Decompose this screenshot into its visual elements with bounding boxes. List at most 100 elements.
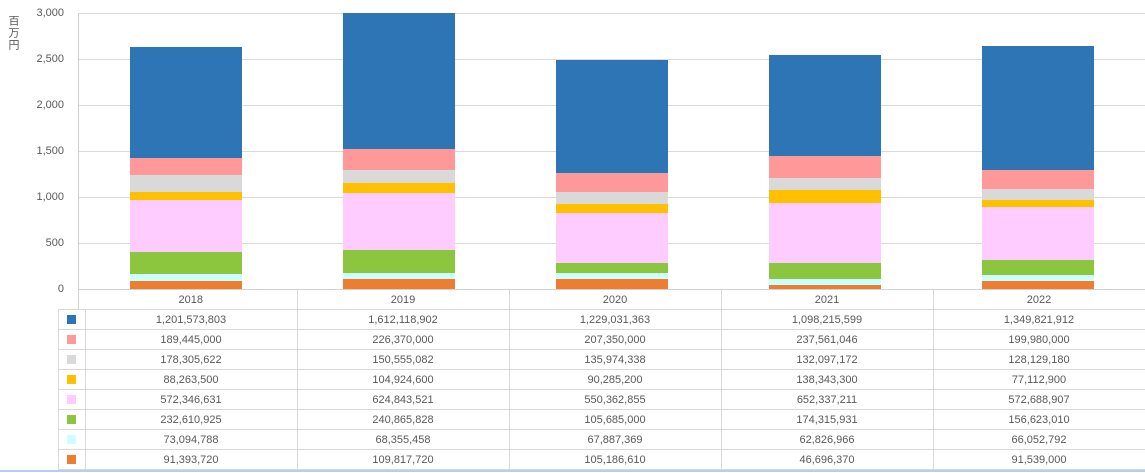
value-cell: 132,097,172 bbox=[720, 349, 934, 370]
value-cell: 66,052,792 bbox=[932, 429, 1145, 450]
bar-segment-series-4[interactable] bbox=[556, 204, 668, 213]
data-table-body: 2018 2019 2020 2021 2022 1,201,573,803 1,612,1… bbox=[0, 290, 1145, 470]
bar-segment-series-8[interactable] bbox=[129, 280, 242, 289]
value-cell: 77,112,900 bbox=[932, 369, 1145, 390]
bar-segment-series-6[interactable] bbox=[982, 260, 1095, 275]
legend-key-cell bbox=[57, 409, 86, 430]
bar-2021[interactable] bbox=[769, 55, 882, 289]
table-row-series-4: 88,263,500 104,924,600 90,285,200 138,343,3… bbox=[0, 369, 1145, 390]
value-cell: 138,343,300 bbox=[720, 369, 934, 390]
bar-segment-series-2[interactable] bbox=[129, 157, 242, 176]
value-cell: 189,445,000 bbox=[84, 329, 298, 350]
row-spacer-cell bbox=[0, 330, 58, 350]
value-cell: 226,370,000 bbox=[296, 329, 510, 350]
bar-segment-series-6[interactable] bbox=[556, 263, 668, 274]
bar-segment-series-1[interactable] bbox=[342, 13, 455, 149]
value-cell: 150,555,082 bbox=[296, 349, 510, 370]
bar-segment-series-3[interactable] bbox=[769, 178, 882, 191]
category-cell: 2020 bbox=[508, 290, 722, 310]
value-cell: 156,623,010 bbox=[932, 409, 1145, 430]
bar-segment-series-7[interactable] bbox=[556, 273, 668, 280]
value-cell: 90,285,200 bbox=[508, 369, 722, 390]
bar-segment-series-7[interactable] bbox=[982, 274, 1095, 281]
row-spacer-cell bbox=[0, 410, 58, 430]
bar-segment-series-7[interactable] bbox=[342, 272, 455, 279]
y-tick-label: 1,500 bbox=[36, 145, 64, 157]
legend-key-cell bbox=[57, 309, 86, 330]
bar-segment-series-5[interactable] bbox=[342, 192, 455, 251]
bar-segment-series-8[interactable] bbox=[342, 278, 455, 289]
bar-segment-series-5[interactable] bbox=[556, 212, 668, 264]
chart-bottom-border bbox=[0, 470, 1145, 472]
gridline bbox=[79, 13, 1145, 14]
bar-segment-series-3[interactable] bbox=[982, 188, 1095, 201]
row-spacer-cell bbox=[0, 350, 58, 370]
value-cell: 174,315,931 bbox=[720, 409, 934, 430]
y-tick-label: 3,000 bbox=[36, 7, 64, 19]
bar-segment-series-2[interactable] bbox=[342, 148, 455, 170]
value-cell: 1,349,821,912 bbox=[932, 309, 1145, 330]
value-cell: 73,094,788 bbox=[84, 429, 298, 450]
bar-segment-series-1[interactable] bbox=[129, 47, 242, 158]
value-cell: 572,688,907 bbox=[932, 389, 1145, 410]
bar-segment-series-7[interactable] bbox=[129, 273, 242, 281]
bar-segment-series-3[interactable] bbox=[342, 169, 455, 184]
value-cell: 62,826,966 bbox=[720, 429, 934, 450]
value-cell: 67,887,369 bbox=[508, 429, 722, 450]
value-cell: 237,561,046 bbox=[720, 329, 934, 350]
bar-segment-series-2[interactable] bbox=[982, 170, 1095, 189]
legend-key-cell bbox=[57, 389, 86, 410]
value-cell: 105,186,610 bbox=[508, 449, 722, 470]
bar-segment-series-4[interactable] bbox=[769, 190, 882, 203]
value-cell: 88,263,500 bbox=[84, 369, 298, 390]
bar-segment-series-6[interactable] bbox=[129, 252, 242, 274]
value-cell: 1,098,215,599 bbox=[720, 309, 934, 330]
value-cell: 104,924,600 bbox=[296, 369, 510, 390]
value-cell: 105,685,000 bbox=[508, 409, 722, 430]
value-cell: 207,350,000 bbox=[508, 329, 722, 350]
bar-segment-series-3[interactable] bbox=[556, 191, 668, 205]
value-cell: 232,610,925 bbox=[84, 409, 298, 430]
legend-key-swatch-series-7 bbox=[67, 434, 76, 444]
row-spacer-cell bbox=[0, 310, 58, 330]
bar-segment-series-5[interactable] bbox=[769, 202, 882, 263]
bar-segment-series-4[interactable] bbox=[982, 200, 1095, 208]
legend-key-swatch-series-8 bbox=[67, 454, 76, 464]
bar-segment-series-5[interactable] bbox=[982, 207, 1095, 261]
bar-segment-series-8[interactable] bbox=[982, 280, 1095, 289]
value-cell: 624,843,521 bbox=[296, 389, 510, 410]
value-cell: 572,346,631 bbox=[84, 389, 298, 410]
bar-2022[interactable] bbox=[982, 46, 1095, 289]
bar-segment-series-8[interactable] bbox=[556, 279, 668, 289]
row-spacer-cell bbox=[0, 390, 58, 410]
value-cell: 550,362,855 bbox=[508, 389, 722, 410]
bar-segment-series-4[interactable] bbox=[129, 191, 242, 200]
legend-key-cell bbox=[57, 369, 86, 390]
table-row-series-6: 232,610,925 240,865,828 105,685,000 174,315… bbox=[0, 409, 1145, 430]
bar-2020[interactable] bbox=[556, 59, 668, 289]
bar-segment-series-4[interactable] bbox=[342, 183, 455, 193]
legend-key-cell bbox=[57, 329, 86, 350]
bar-segment-series-1[interactable] bbox=[769, 55, 882, 157]
bar-segment-series-2[interactable] bbox=[769, 156, 882, 179]
category-cell: 2019 bbox=[296, 290, 510, 310]
bar-segment-series-1[interactable] bbox=[556, 59, 668, 173]
bar-2019[interactable] bbox=[342, 13, 455, 289]
bar-segment-series-2[interactable] bbox=[556, 172, 668, 192]
value-cell: 91,393,720 bbox=[84, 449, 298, 470]
bar-segment-series-1[interactable] bbox=[982, 46, 1095, 171]
bar-segment-series-6[interactable] bbox=[769, 262, 882, 279]
bar-2018[interactable] bbox=[129, 47, 242, 289]
bar-segment-series-7[interactable] bbox=[769, 278, 882, 285]
legend-key-cell bbox=[57, 349, 86, 370]
bar-segment-series-3[interactable] bbox=[129, 175, 242, 192]
bar-segment-series-5[interactable] bbox=[129, 199, 242, 253]
bar-segment-series-8[interactable] bbox=[769, 284, 882, 289]
value-cell: 68,355,458 bbox=[296, 429, 510, 450]
row-spacer-cell bbox=[0, 430, 58, 450]
table-row-series-7: 73,094,788 68,355,458 67,887,369 62,826,966… bbox=[0, 429, 1145, 450]
category-cell: 2021 bbox=[720, 290, 934, 310]
table-row-series-8: 91,393,720 109,817,720 105,186,610 46,696,3… bbox=[0, 449, 1145, 470]
bar-segment-series-6[interactable] bbox=[342, 250, 455, 273]
category-cell: 2022 bbox=[932, 290, 1145, 310]
